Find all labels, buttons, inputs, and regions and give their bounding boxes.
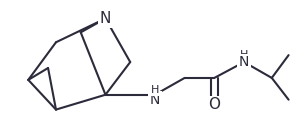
Text: H: H — [151, 85, 159, 95]
Text: N: N — [100, 11, 111, 26]
Text: H: H — [240, 50, 248, 60]
Text: N: N — [239, 55, 249, 69]
Text: N: N — [150, 93, 160, 107]
Text: O: O — [208, 97, 220, 112]
